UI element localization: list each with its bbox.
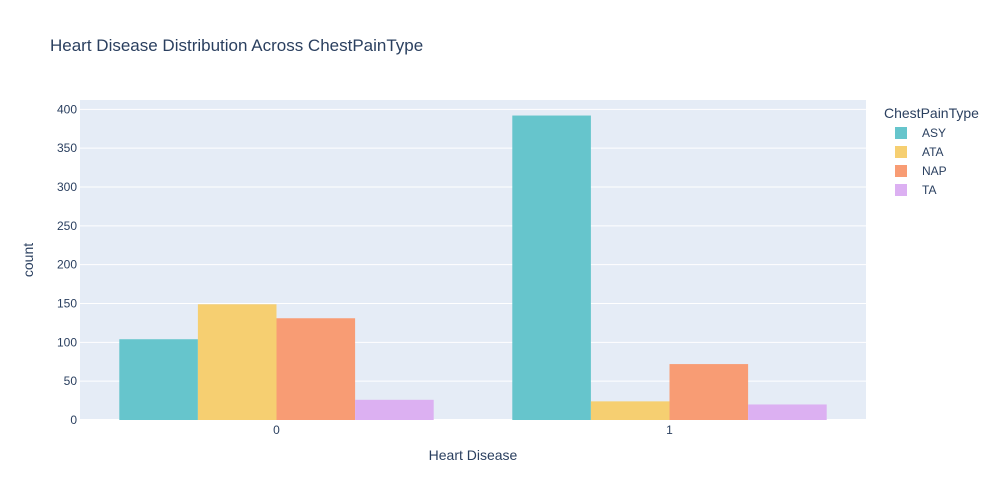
y-tick-label: 100 bbox=[57, 335, 77, 349]
y-tick-label: 400 bbox=[57, 102, 77, 116]
y-tick-label: 150 bbox=[57, 296, 77, 310]
x-axis-title: Heart Disease bbox=[429, 447, 518, 463]
legend-swatch bbox=[895, 184, 907, 196]
legend-label: NAP bbox=[922, 164, 947, 178]
bar-nap-0[interactable] bbox=[276, 318, 356, 420]
bar-nap-1[interactable] bbox=[669, 364, 749, 420]
y-tick-label: 250 bbox=[57, 219, 77, 233]
legend-swatch bbox=[895, 127, 907, 139]
bar-ta-0[interactable] bbox=[355, 399, 434, 420]
legend-label: ASY bbox=[922, 126, 946, 140]
y-axis-title: count bbox=[20, 243, 36, 277]
legend-item-ata[interactable]: ATA bbox=[895, 145, 944, 159]
y-tick-label: 0 bbox=[70, 413, 77, 427]
bars bbox=[119, 115, 827, 420]
legend-swatch bbox=[895, 146, 907, 158]
x-tick-label: 1 bbox=[666, 423, 673, 437]
legend-item-ta[interactable]: TA bbox=[895, 183, 936, 197]
y-tick-label: 50 bbox=[64, 374, 78, 388]
chart-title: Heart Disease Distribution Across ChestP… bbox=[50, 36, 423, 55]
legend-label: ATA bbox=[922, 145, 944, 159]
legend-label: TA bbox=[922, 183, 936, 197]
legend-item-asy[interactable]: ASY bbox=[895, 126, 946, 140]
bar-ta-1[interactable] bbox=[748, 404, 827, 420]
y-tick-label: 200 bbox=[57, 258, 77, 272]
legend-item-nap[interactable]: NAP bbox=[895, 164, 947, 178]
bar-ata-1[interactable] bbox=[590, 401, 670, 420]
y-tick-label: 300 bbox=[57, 180, 77, 194]
bar-asy-0[interactable] bbox=[119, 339, 198, 420]
y-axis-ticks: 0 50 100 150 200 250 300 350 400 bbox=[57, 102, 77, 427]
bar-ata-0[interactable] bbox=[197, 304, 277, 420]
x-tick-label: 0 bbox=[273, 423, 280, 437]
y-tick-label: 350 bbox=[57, 141, 77, 155]
legend[interactable]: ChestPainType ASY ATA NAP TA bbox=[884, 105, 979, 197]
legend-swatch bbox=[895, 165, 907, 177]
bar-asy-1[interactable] bbox=[512, 115, 591, 420]
legend-title: ChestPainType bbox=[884, 105, 979, 121]
